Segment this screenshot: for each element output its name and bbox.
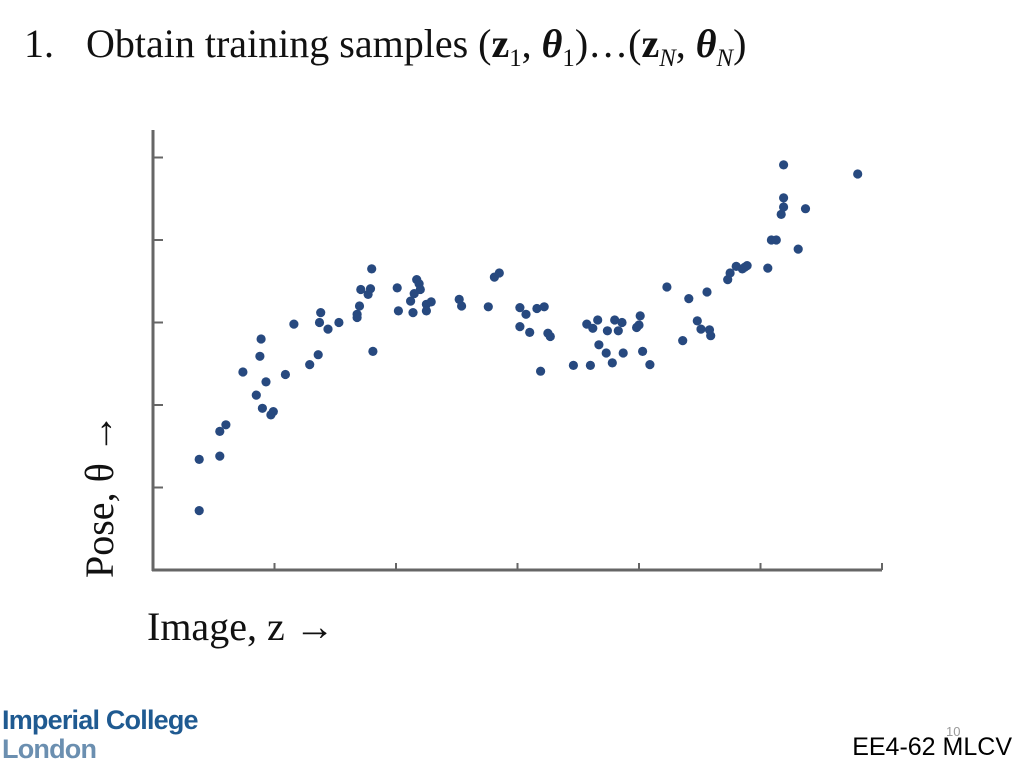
data-point [634, 320, 644, 330]
x-axis-label: Image, z → [147, 604, 335, 649]
data-point [221, 420, 231, 430]
data-point [392, 283, 402, 293]
data-point [352, 312, 362, 323]
data-point [779, 160, 789, 170]
data-point [215, 426, 225, 436]
data-point [585, 360, 596, 370]
data-point [354, 301, 365, 311]
data-point [779, 202, 789, 212]
data-point [368, 346, 378, 356]
data-point [194, 506, 204, 516]
data-point [408, 308, 418, 318]
data-point [692, 316, 702, 326]
data-point [314, 317, 325, 328]
data-point [725, 268, 735, 278]
data-point [367, 264, 377, 274]
data-point [268, 407, 278, 417]
data-points [194, 160, 863, 516]
data-point [645, 360, 655, 370]
title-number: 1. [24, 21, 54, 66]
data-point [763, 263, 773, 273]
data-point [257, 403, 267, 413]
data-point [457, 301, 467, 311]
data-point [607, 358, 617, 368]
data-point [771, 235, 781, 245]
data-point [421, 306, 431, 316]
data-point [588, 323, 598, 333]
data-point [536, 366, 546, 376]
data-point [545, 331, 555, 342]
data-point [613, 326, 623, 336]
data-point [323, 324, 333, 334]
data-point [238, 367, 248, 377]
data-point [289, 319, 299, 329]
logo-line1: Imperial College [2, 705, 199, 735]
y-axis-label: Pose, θ → [77, 413, 122, 578]
scatter-chart: Image, z → Pose, θ → [77, 130, 883, 649]
data-point [601, 348, 611, 358]
data-point [393, 306, 403, 316]
data-point [696, 324, 706, 334]
data-point [635, 311, 645, 321]
data-point [356, 284, 366, 295]
data-point [779, 193, 789, 203]
data-point [702, 287, 712, 297]
data-point [568, 360, 579, 370]
data-point [617, 317, 627, 328]
data-point [593, 315, 603, 325]
data-point [610, 315, 620, 325]
data-point [406, 296, 416, 306]
data-point [793, 244, 803, 254]
title-text: Obtain training samples [86, 21, 479, 66]
data-point [255, 351, 265, 361]
data-point [215, 451, 225, 461]
data-point [740, 262, 750, 272]
title-math: (z1, θ1)…(zN, θN) [478, 21, 747, 73]
data-point [515, 322, 525, 332]
data-point [602, 326, 613, 336]
data-point [638, 346, 648, 356]
data-point [776, 209, 786, 219]
data-point [483, 302, 493, 312]
data-point [539, 302, 549, 312]
data-point [684, 294, 694, 304]
data-point [706, 331, 716, 341]
data-point [415, 284, 425, 295]
data-point [594, 340, 604, 350]
data-point [316, 308, 326, 318]
data-point [194, 454, 204, 464]
logo-line2: London [2, 734, 97, 764]
chart-axes [151, 130, 883, 572]
data-point [256, 334, 266, 344]
data-point [515, 303, 525, 313]
data-point [251, 390, 261, 400]
data-point [678, 336, 688, 346]
course-code: EE4-62 MLCV [852, 733, 1012, 761]
data-point [532, 303, 542, 314]
data-point [521, 309, 531, 319]
data-point [261, 377, 271, 387]
slide-title: 1. Obtain training samples (z1, θ1)…(zN, … [24, 21, 747, 73]
imperial-college-logo: Imperial College London [2, 705, 199, 764]
data-point [280, 369, 290, 380]
data-point [426, 297, 436, 307]
data-point [313, 350, 323, 360]
data-point [305, 360, 315, 370]
data-point [853, 169, 863, 179]
data-point [365, 284, 376, 294]
data-point [800, 204, 811, 214]
data-point [525, 327, 535, 337]
data-point [662, 282, 672, 292]
data-point [618, 348, 628, 358]
data-point [494, 268, 504, 278]
page-number: 10 [946, 724, 961, 739]
data-point [334, 317, 344, 328]
